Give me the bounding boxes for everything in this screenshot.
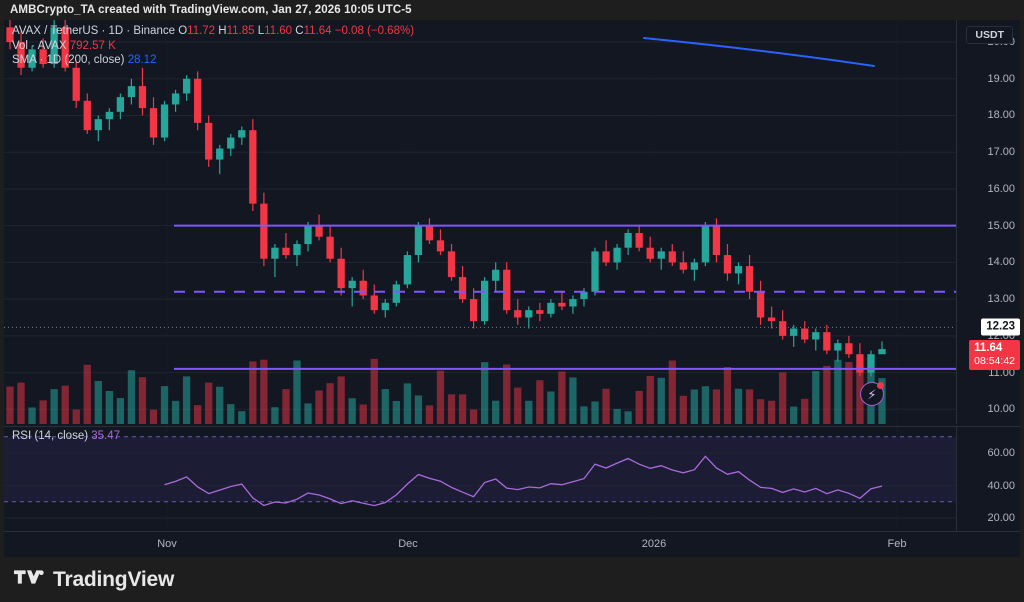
rsi-chart-svg [4, 427, 956, 531]
price-chart-svg [4, 20, 956, 424]
price-tick-19: 19.00 [987, 72, 1015, 85]
price-axis[interactable]: USDT 20.0019.0018.0017.0016.0015.0014.00… [956, 20, 1020, 424]
tradingview-brand: TradingView [53, 567, 175, 591]
rsi-tick-40: 40.00 [987, 479, 1015, 492]
price-tick-15: 15.00 [987, 219, 1015, 232]
footer-bar: TradingView [0, 557, 1024, 602]
rsi-tick-20: 20.00 [987, 512, 1015, 524]
price-tick-10: 10.00 [987, 403, 1015, 416]
current-price-tag: 11.64 08:54:42 [969, 340, 1020, 371]
time-axis[interactable]: Nov Dec 2026 Feb [4, 531, 1020, 557]
price-tick-16: 16.00 [987, 182, 1015, 195]
chart-frame[interactable]: AVAX / TetherUS · 1D · Binance O11.72 H1… [4, 20, 1020, 557]
last-price-tag: 12.23 [981, 318, 1020, 336]
time-tick-2026: 2026 [641, 538, 667, 550]
price-tick-13: 13.00 [987, 293, 1015, 306]
rsi-axis[interactable]: 60.00 40.00 20.00 [956, 426, 1020, 531]
rsi-tick-60: 60.00 [987, 447, 1015, 459]
rsi-pane[interactable]: RSI (14, close) 35.47 [4, 426, 956, 531]
notification-dot [877, 382, 884, 389]
bolt-icon[interactable]: ⚡ [860, 382, 884, 406]
time-tick-Nov: Nov [157, 538, 177, 550]
time-tick-Dec: Dec [398, 538, 418, 550]
current-price-value: 11.64 [974, 342, 1003, 355]
bar-countdown: 08:54:42 [974, 355, 1015, 368]
tradingview-logo [14, 570, 44, 584]
price-tick-18: 18.00 [987, 109, 1015, 122]
price-axis-unit: USDT [966, 26, 1013, 44]
price-pane[interactable]: AVAX / TetherUS · 1D · Binance O11.72 H1… [4, 20, 956, 424]
attribution-text: AMBCrypto_TA created with TradingView.co… [0, 0, 1024, 20]
time-tick-Feb: Feb [887, 538, 907, 550]
price-tick-17: 17.00 [987, 146, 1015, 159]
price-tick-14: 14.00 [987, 256, 1015, 269]
